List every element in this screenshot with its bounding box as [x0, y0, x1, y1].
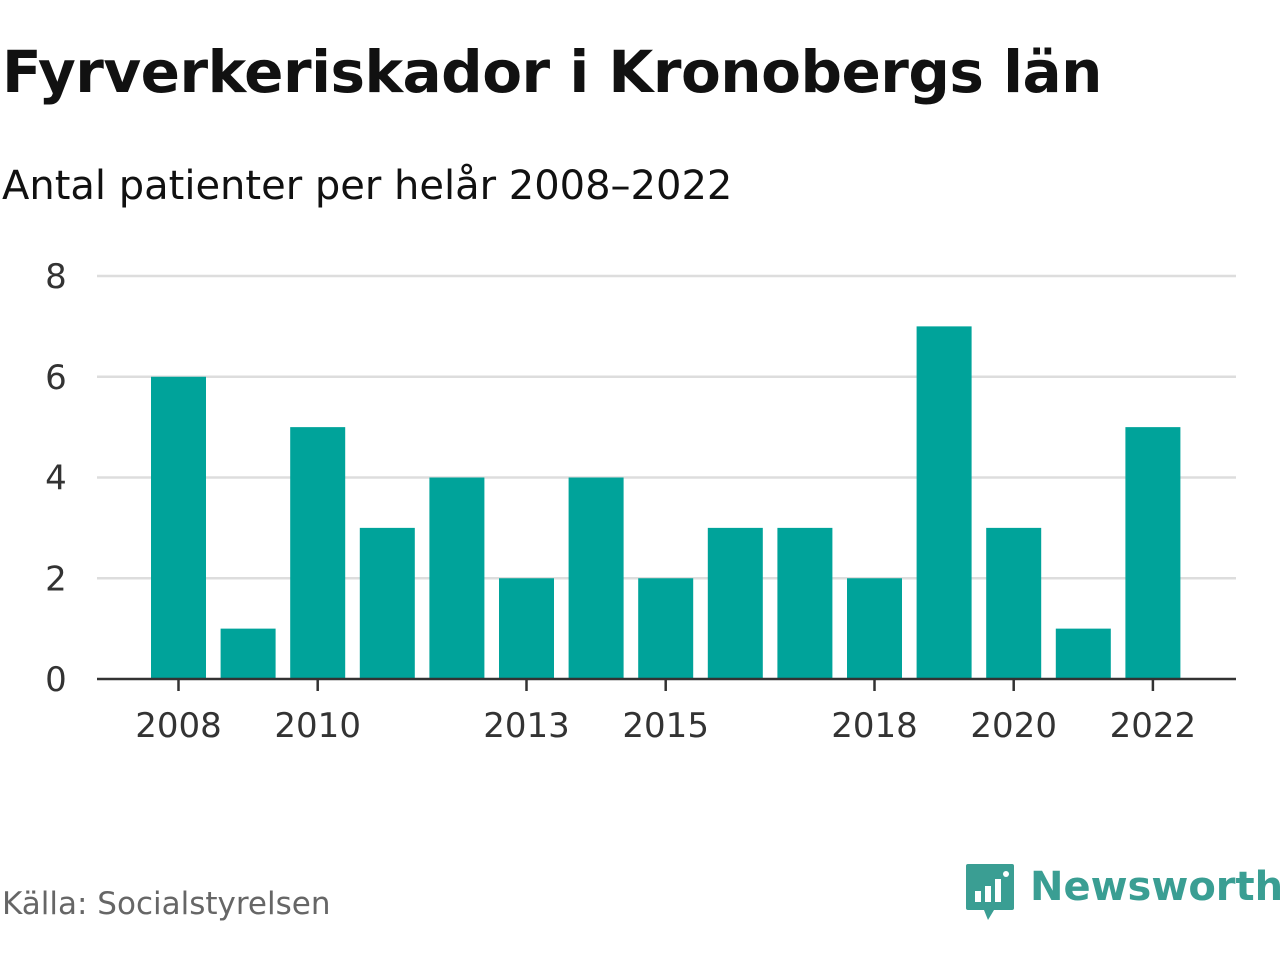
- x-tick-label: 2015: [622, 706, 709, 746]
- bar-2019: [916, 326, 972, 679]
- y-tick-label: 6: [45, 358, 67, 398]
- bar-2020: [986, 527, 1042, 679]
- bar-2013: [499, 578, 554, 679]
- bar-2011: [359, 527, 415, 679]
- bar-2015: [638, 578, 694, 679]
- bar-2022: [1125, 427, 1181, 679]
- y-tick-label: 4: [45, 459, 67, 499]
- bar-2016: [707, 527, 763, 679]
- bar-2021: [1055, 628, 1111, 679]
- bar-2008: [151, 376, 206, 679]
- y-tick-label: 0: [45, 660, 67, 700]
- chart-title: Fyrverkeriskador i Kronobergs län: [2, 38, 1102, 106]
- newsworthy-icon: [966, 864, 1014, 920]
- brand-logo: Newsworthy: [964, 862, 1280, 926]
- bar-2014: [568, 477, 624, 679]
- bar-2017: [777, 527, 833, 679]
- y-tick-label: 8: [45, 257, 67, 297]
- y-tick-label: 2: [45, 559, 67, 599]
- source-note: Källa: Socialstyrelsen: [2, 886, 331, 922]
- bar-2018: [847, 578, 902, 679]
- x-tick-label: 2008: [135, 706, 222, 746]
- bar-2012: [429, 477, 485, 679]
- x-tick-label: 2018: [831, 706, 918, 746]
- x-tick-label: 2022: [1110, 706, 1197, 746]
- chart-subtitle: Antal patienter per helår 2008–2022: [2, 163, 733, 209]
- bar-2009: [220, 628, 276, 679]
- x-tick-label: 2013: [483, 706, 570, 746]
- bar-2010: [290, 427, 346, 679]
- x-tick-label: 2020: [970, 706, 1057, 746]
- x-tick-label: 2010: [274, 706, 361, 746]
- brand-name: Newsworthy: [1030, 864, 1280, 910]
